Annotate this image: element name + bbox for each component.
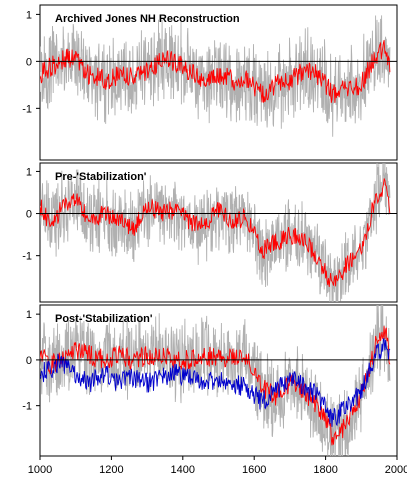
y-tick-label: -1 <box>22 251 32 263</box>
x-tick-label: 1400 <box>171 464 195 476</box>
x-tick-label: 1000 <box>28 464 52 476</box>
series-smoothed <box>40 326 391 446</box>
panel-title: Post-'Stabilization' <box>55 313 153 325</box>
series-smoothed <box>40 178 391 287</box>
panel-1: 1 0 -1 Archived Jones NH Reconstruction <box>22 4 398 161</box>
series-comparison <box>40 338 391 427</box>
y-tick-label: 0 <box>26 355 32 367</box>
y-tick-label: 1 <box>26 9 32 21</box>
series-annual <box>40 163 391 302</box>
panel-title: Pre-'Stabilization' <box>55 171 147 183</box>
y-tick-label: 1 <box>26 166 32 178</box>
y-tick-label: -1 <box>22 103 32 115</box>
x-tick-label: 1600 <box>242 464 266 476</box>
y-tick-label: -1 <box>22 401 32 413</box>
y-tick-label: 1 <box>26 309 32 321</box>
x-tick-label: 1800 <box>313 464 337 476</box>
y-tick-label: 0 <box>26 209 32 221</box>
panel-3: 1 0 -1 1000 1200 1400 1600 1800 2000 Post-'Stabil… <box>22 304 407 476</box>
panel-2: 1 0 -1 Pre-'Stabilization' <box>22 162 398 303</box>
series-smoothed <box>40 39 391 103</box>
x-tick-label: 1200 <box>99 464 123 476</box>
x-tick-label: 2000 <box>385 464 407 476</box>
panel-title: Archived Jones NH Reconstruction <box>55 13 240 25</box>
y-tick-label: 0 <box>26 56 32 68</box>
